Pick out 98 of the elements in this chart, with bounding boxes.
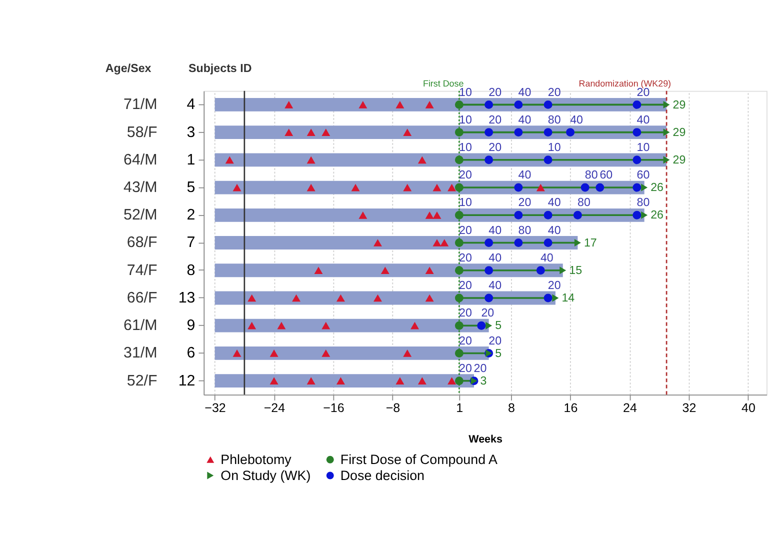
y2-tick-label: 31/M <box>124 344 158 362</box>
data-label: 5 <box>495 319 502 332</box>
x-tick-label: 24 <box>623 401 637 416</box>
y-tick-label: 3 <box>186 124 196 141</box>
data-label: 26 <box>650 208 664 222</box>
annotation: 40 <box>540 251 554 264</box>
y2-tick-label: 52/F <box>126 372 158 390</box>
y2-tick-label: 66/F <box>126 289 158 306</box>
y-tick-label: 7 <box>186 234 196 252</box>
y2-tick-label: 52/M <box>124 206 158 224</box>
x-tick-label: 16 <box>564 401 578 416</box>
y-tick-label: 1 <box>186 151 196 168</box>
x-tick-label: −24 <box>264 401 286 416</box>
data-label: 29 <box>672 98 686 112</box>
y2-tick-label: 58/F <box>126 124 158 141</box>
annotation: 40 <box>518 86 532 99</box>
annotation: 40 <box>570 113 583 126</box>
y-tick-label: 5 <box>186 179 196 196</box>
legend-label: First Dose of Compound A <box>340 452 498 468</box>
annotation: 10 <box>548 140 561 154</box>
x-tick-label: 1 <box>456 401 464 416</box>
annotation: 80 <box>548 113 561 126</box>
y-tick-label: 6 <box>186 344 196 362</box>
annotation: 20 <box>488 140 502 154</box>
legend-label: On Study (WK) <box>220 468 311 483</box>
y-tick-label: 13 <box>178 289 196 306</box>
x-tick-label: −8 <box>386 401 400 416</box>
annotation: 10 <box>458 140 472 154</box>
data-label: 5 <box>495 346 502 360</box>
annotation: 60 <box>600 168 613 182</box>
annotation: 80 <box>577 196 590 210</box>
annotation: 40 <box>488 279 502 292</box>
bar <box>214 346 489 360</box>
y2-tick-label: 61/M <box>124 317 158 334</box>
annotation: 80 <box>636 196 650 210</box>
annotation: 10 <box>458 196 472 210</box>
data-label: 14 <box>562 292 576 305</box>
annotation: 20 <box>518 196 532 210</box>
annotation: 20 <box>488 113 502 126</box>
ref-line-label: First Dose <box>423 78 464 88</box>
bar <box>214 318 489 332</box>
data-label: 29 <box>672 126 686 139</box>
y-axis-title: Subjects ID <box>188 62 252 76</box>
data-label: 29 <box>672 153 686 166</box>
annotation: 20 <box>481 306 494 320</box>
annotation: 60 <box>636 168 650 182</box>
annotation: 80 <box>584 168 598 182</box>
annotation: 40 <box>518 168 532 182</box>
annotation: 10 <box>636 140 650 154</box>
x-tick-label: 8 <box>508 401 516 416</box>
data-label: 17 <box>584 236 597 250</box>
annotation: 10 <box>458 86 472 99</box>
bar <box>214 208 644 222</box>
y-tick-label: 8 <box>186 262 196 279</box>
x-tick-label: −32 <box>204 401 226 416</box>
annotation: 20 <box>458 224 472 237</box>
annotation: 20 <box>488 86 502 99</box>
annotation: 40 <box>548 196 561 210</box>
y-tick-label: 4 <box>186 96 196 114</box>
annotation: 20 <box>488 334 502 348</box>
annotation: 20 <box>458 306 472 320</box>
bar <box>214 236 578 250</box>
data-label: 3 <box>480 374 487 388</box>
x-axis-title: Weeks <box>468 433 502 446</box>
annotation: 20 <box>548 86 561 99</box>
annotation: 20 <box>458 362 472 375</box>
bar <box>214 374 474 388</box>
annotation: 40 <box>548 224 561 237</box>
annotation: 20 <box>458 334 472 348</box>
y2-tick-label: 43/M <box>124 179 158 196</box>
legend-label: Phlebotomy <box>220 452 292 468</box>
annotation: 80 <box>518 224 532 237</box>
annotation: 20 <box>458 251 472 264</box>
x-tick-label: −16 <box>323 401 344 416</box>
annotation: 20 <box>548 279 561 292</box>
bar <box>214 264 563 278</box>
legend-label: Dose decision <box>340 468 425 483</box>
y-tick-label: 2 <box>186 206 196 224</box>
annotation: 40 <box>488 251 502 264</box>
annotation: 10 <box>458 113 472 126</box>
y2-tick-label: 74/F <box>126 262 158 279</box>
y-tick-label: 12 <box>178 372 196 390</box>
annotation: 40 <box>636 113 650 126</box>
data-label: 26 <box>650 181 664 194</box>
x-tick-label: 32 <box>682 401 696 416</box>
y2-axis-title: Age/Sex <box>105 62 152 76</box>
y-tick-label: 9 <box>186 317 196 334</box>
annotation: 20 <box>474 362 487 375</box>
y2-tick-label: 64/M <box>124 151 158 168</box>
annotation: 40 <box>518 113 532 126</box>
annotation: 40 <box>488 224 502 237</box>
x-tick-label: 40 <box>742 401 756 416</box>
ref-line-label: Randomization (WK29) <box>578 78 672 88</box>
y2-tick-label: 68/F <box>126 234 158 252</box>
annotation: 20 <box>458 168 472 182</box>
data-label: 15 <box>569 264 582 277</box>
y2-tick-label: 71/M <box>124 96 158 114</box>
annotation: 20 <box>458 279 472 292</box>
